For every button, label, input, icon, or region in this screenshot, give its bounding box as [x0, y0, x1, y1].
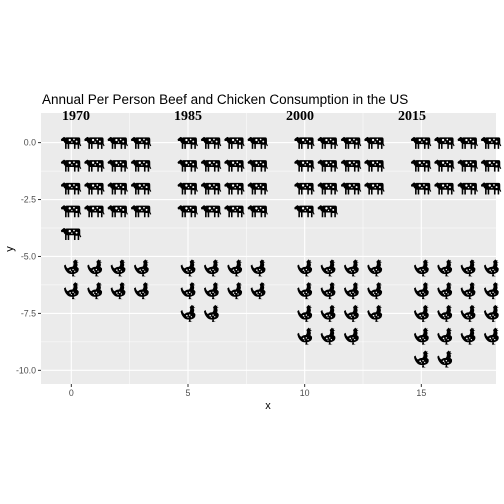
year-label: 1985: [174, 109, 202, 124]
y-tick-label: 0.0: [24, 138, 36, 148]
year-labels: 1970 1985 2000 2015: [62, 109, 426, 124]
y-tick-label: -5.0: [21, 251, 36, 261]
x-tick-label: 0: [69, 388, 74, 398]
x-tick-label: 5: [186, 388, 191, 398]
x-axis-title: x: [265, 400, 271, 412]
x-tick-label: 15: [416, 388, 426, 398]
x-tick-label: 10: [300, 388, 310, 398]
year-label: 1970: [62, 109, 90, 124]
y-tick-label: -2.5: [21, 195, 36, 205]
plot-background: [41, 113, 496, 384]
chart-title: Annual Per Person Beef and Chicken Consu…: [42, 92, 408, 107]
y-tick-label: -10.0: [16, 365, 36, 375]
year-label: 2015: [398, 109, 426, 124]
axis-ticks: 0 5 10 15 0.0 -2.5 -5.0 -7.5 -10.0: [16, 138, 426, 398]
y-tick-label: -7.5: [21, 308, 36, 318]
year-label: 2000: [286, 109, 314, 124]
y-axis-title: y: [4, 246, 16, 252]
